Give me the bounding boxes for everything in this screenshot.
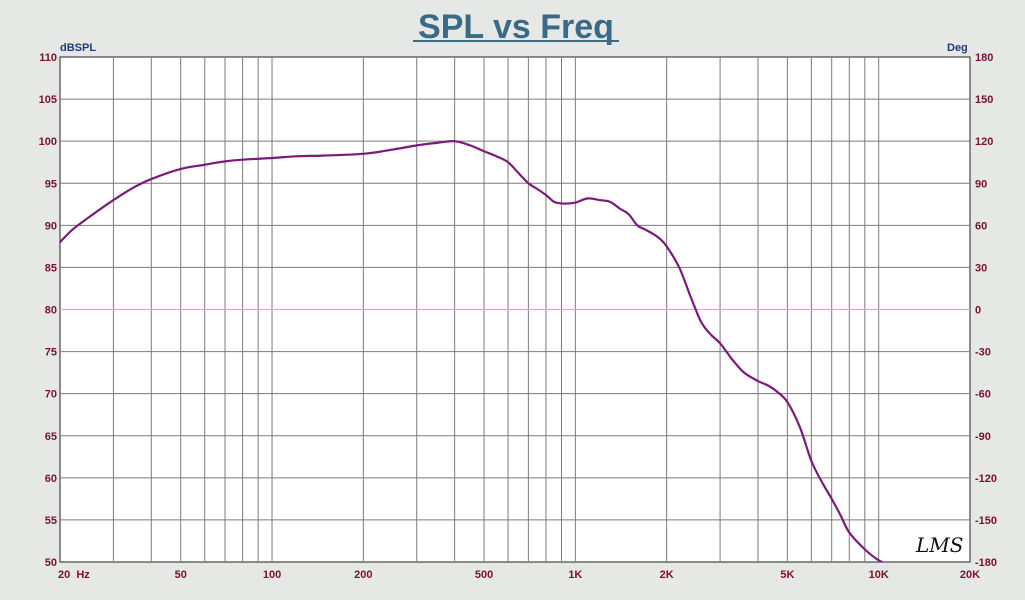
spl-series-line — [60, 139, 885, 562]
y-tick-label: 50 — [45, 557, 57, 569]
y2-axis-ticks: 180 150 120 90 60 30 0 -30 -60 -90 -120 -150 -180 — [975, 52, 997, 569]
y-tick-label: 105 — [39, 94, 57, 106]
y-tick-label: 85 — [45, 262, 57, 274]
y-tick-label: 70 — [45, 389, 57, 401]
x-axis-ticks: 20 Hz 50 100 200 500 1K 2K 5K 10K 20K — [58, 569, 980, 581]
x-tick-label: 20 Hz — [58, 569, 90, 581]
y2-tick-label: 120 — [975, 136, 993, 148]
y2-tick-label: 150 — [975, 94, 993, 106]
y-tick-label: 100 — [39, 136, 57, 148]
y2-tick-label: -30 — [975, 347, 991, 359]
y-tick-label: 110 — [39, 52, 57, 64]
lms-watermark: LMS — [915, 533, 963, 557]
y-tick-label: 60 — [45, 473, 57, 485]
y-tick-label: 55 — [45, 515, 57, 527]
x-tick-label: 100 — [263, 569, 281, 581]
y-tick-label: 90 — [45, 220, 57, 232]
x-tick-label: 5K — [780, 569, 794, 581]
x-tick-label: 500 — [475, 569, 493, 581]
y2-tick-label: 180 — [975, 52, 993, 64]
y2-tick-label: 30 — [975, 262, 987, 274]
x-tick-label: 2K — [660, 569, 674, 581]
x-tick-label: 1K — [568, 569, 582, 581]
y2-axis-unit: Deg — [947, 42, 968, 54]
y-axis-unit: dBSPL — [60, 42, 96, 54]
y2-tick-label: 0 — [975, 305, 981, 317]
y-tick-label: 80 — [45, 305, 57, 317]
x-tick-label: 50 — [175, 569, 187, 581]
series-group — [60, 139, 885, 562]
y2-tick-label: -120 — [975, 473, 997, 485]
y2-tick-label: -150 — [975, 515, 997, 527]
x-tick-label: 20K — [960, 569, 980, 581]
x-tick-label: 10K — [869, 569, 889, 581]
y-tick-label: 65 — [45, 431, 57, 443]
chart-title: SPL vs Freq — [418, 8, 614, 46]
y2-tick-label: 90 — [975, 178, 987, 190]
y2-tick-label: -90 — [975, 431, 991, 443]
y-axis-ticks: 110 105 100 95 90 85 80 75 70 65 60 55 50 — [39, 52, 57, 569]
y2-tick-label: -60 — [975, 389, 991, 401]
y-tick-label: 95 — [45, 178, 57, 190]
y2-tick-label: 60 — [975, 220, 987, 232]
x-tick-label: 200 — [354, 569, 372, 581]
y-tick-label: 75 — [45, 347, 57, 359]
y2-tick-label: -180 — [975, 557, 997, 569]
